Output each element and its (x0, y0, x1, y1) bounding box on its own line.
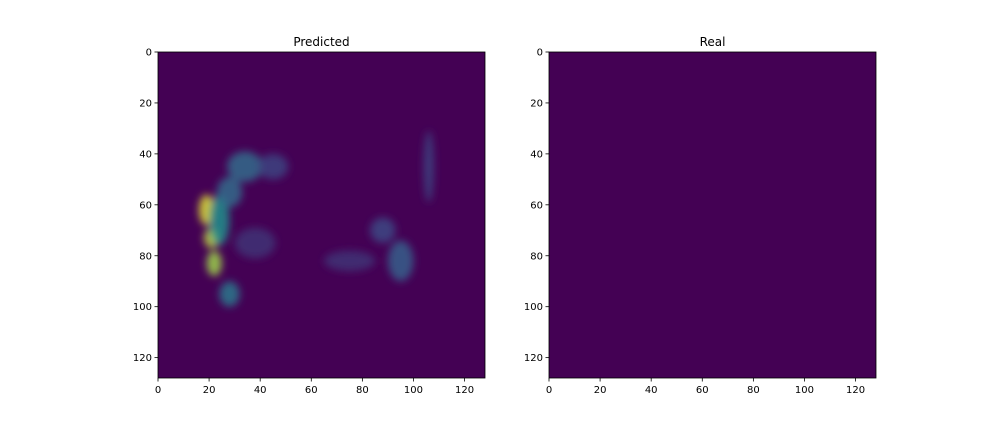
x-tick-label: 20 (594, 385, 607, 396)
x-tick-label: 60 (305, 385, 318, 396)
intensity-region (209, 194, 230, 246)
y-tick-label: 40 (530, 149, 543, 160)
y-tick-label: 120 (133, 353, 152, 364)
predicted-y-axis: 0 20 40 60 80 100 120 (133, 48, 158, 364)
real-heatmap-panel: Real 0 20 40 60 80 100 120 0 20 40 60 80 100 120 (524, 35, 877, 396)
intensity-region (423, 130, 434, 203)
intensity-region (219, 281, 240, 307)
x-tick-label: 120 (455, 385, 474, 396)
intensity-region (234, 227, 276, 259)
x-tick-label: 80 (356, 385, 369, 396)
intensity-region (226, 151, 263, 182)
predicted-axes-frame (157, 51, 486, 379)
real-heatmap-background (549, 52, 876, 378)
y-tick-label: 0 (537, 48, 543, 59)
intensity-region (257, 153, 289, 180)
x-tick-label: 0 (155, 385, 161, 396)
x-tick-label: 20 (203, 385, 216, 396)
real-x-axis: 0 20 40 60 80 100 120 (546, 378, 865, 396)
intensity-region (216, 176, 243, 208)
x-tick-label: 100 (404, 385, 423, 396)
y-tick-label: 80 (139, 251, 152, 262)
predicted-heatmap-intensity (198, 130, 434, 307)
predicted-x-axis: 0 20 40 60 80 100 120 (155, 378, 474, 396)
predicted-heatmap-panel: Predicted 0 20 40 60 80 100 120 0 20 40 60 80 100 12… (133, 35, 486, 396)
real-axes-frame (548, 51, 877, 379)
x-tick-label: 120 (846, 385, 865, 396)
intensity-region (370, 217, 396, 244)
real-y-axis: 0 20 40 60 80 100 120 (524, 48, 549, 364)
x-tick-label: 100 (795, 385, 814, 396)
intensity-region (324, 250, 376, 272)
y-tick-label: 120 (524, 353, 543, 364)
x-tick-label: 60 (696, 385, 709, 396)
y-tick-label: 60 (530, 200, 543, 211)
y-tick-label: 60 (139, 200, 152, 211)
y-tick-label: 80 (530, 251, 543, 262)
x-tick-label: 40 (254, 385, 267, 396)
x-tick-label: 80 (747, 385, 760, 396)
y-tick-label: 40 (139, 149, 152, 160)
y-tick-label: 20 (530, 98, 543, 109)
y-tick-label: 100 (524, 302, 543, 313)
x-tick-label: 0 (546, 385, 552, 396)
real-chart-title: Real (700, 35, 726, 49)
y-tick-label: 20 (139, 98, 152, 109)
predicted-chart-title: Predicted (293, 35, 349, 49)
x-tick-label: 40 (645, 385, 658, 396)
intensity-region (206, 250, 222, 277)
y-tick-label: 0 (146, 48, 152, 59)
intensity-region (387, 240, 414, 282)
y-tick-label: 100 (133, 302, 152, 313)
